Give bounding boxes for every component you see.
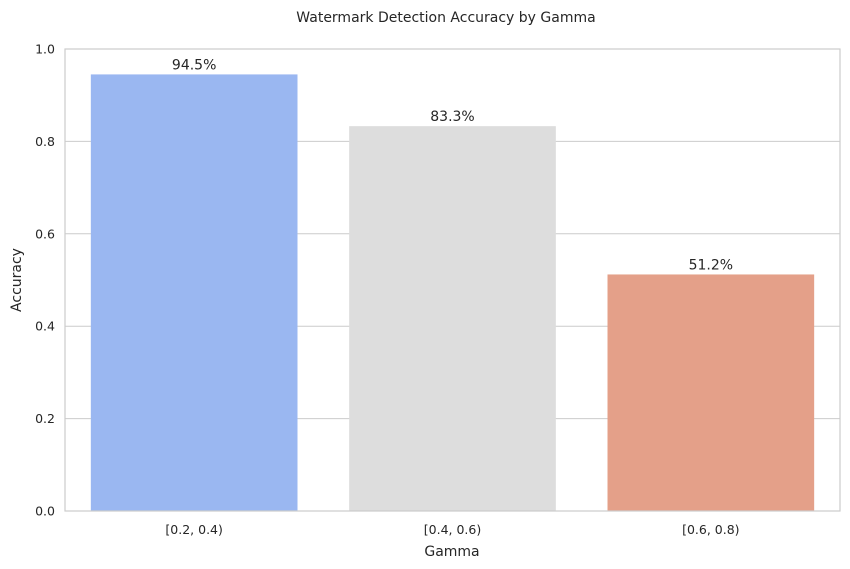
plot-frame [64, 48, 841, 512]
x-axis-label: Gamma [424, 544, 479, 560]
y-tick-label: 0.4 [35, 319, 55, 334]
y-axis-ticks: 0.0 0.2 0.4 0.6 0.8 1.0 [35, 42, 55, 519]
y-tick-label: 0.8 [35, 134, 55, 149]
y-tick-label: 1.0 [35, 42, 55, 57]
bar-value-label: 94.5% [172, 57, 216, 73]
x-tick-label: [0.2, 0.4) [165, 522, 222, 537]
bar [349, 126, 556, 512]
y-tick-label: 0.0 [35, 504, 55, 519]
data-labels: 94.5% 83.3% 51.2% [172, 57, 733, 273]
chart-title: Watermark Detection Accuracy by Gamma [296, 10, 595, 26]
x-tick-label: [0.6, 0.8) [682, 522, 739, 537]
x-tick-label: [0.4, 0.6) [424, 522, 481, 537]
bars [90, 74, 815, 512]
y-axis-label: Accuracy [9, 248, 25, 312]
y-tick-label: 0.6 [35, 226, 55, 241]
bar-value-label: 51.2% [689, 257, 733, 273]
bar [607, 274, 815, 511]
x-axis-ticks: [0.2, 0.4) [0.4, 0.6) [0.6, 0.8) [165, 522, 739, 537]
bar [90, 74, 298, 511]
y-tick-label: 0.2 [35, 411, 55, 426]
bar-value-label: 83.3% [430, 109, 474, 125]
